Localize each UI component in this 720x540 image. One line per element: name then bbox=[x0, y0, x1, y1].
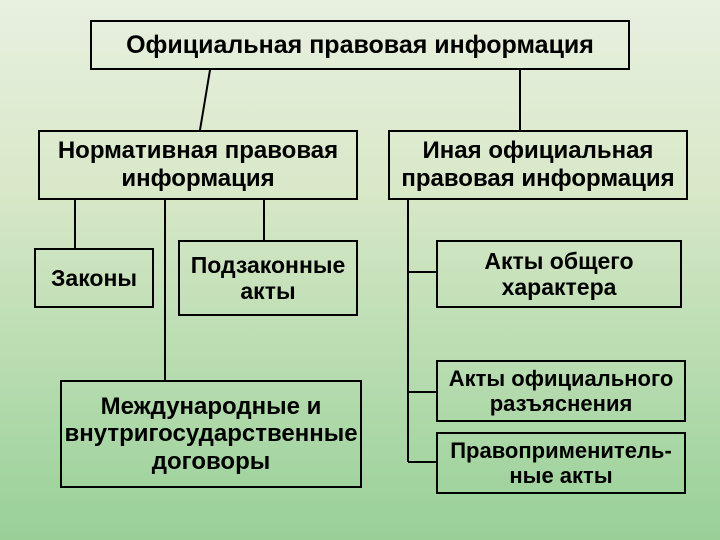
node-root: Официальная правовая информация bbox=[90, 20, 630, 70]
node-intl: Международные и внутригосударственные до… bbox=[60, 380, 362, 488]
node-label: Правоприменитель­ные акты bbox=[444, 438, 678, 489]
node-label: Нормативная правовая информация bbox=[46, 137, 350, 192]
node-label: Акты общего характера bbox=[444, 248, 674, 301]
node-r3: Правоприменитель­ные акты bbox=[436, 432, 686, 494]
node-r2: Акты официального разъяснения bbox=[436, 360, 686, 422]
node-label: Международные и внутригосударственные до… bbox=[64, 393, 357, 476]
node-label: Иная официальная правовая информация bbox=[396, 137, 680, 192]
node-label: Акты официального разъяснения bbox=[444, 366, 678, 417]
node-sub: Подзаконные акты bbox=[178, 240, 358, 316]
node-laws: Законы bbox=[34, 248, 154, 308]
node-label: Официальная правовая информация bbox=[126, 31, 594, 60]
node-label: Законы bbox=[51, 265, 137, 291]
node-left: Нормативная правовая информация bbox=[38, 130, 358, 200]
node-r1: Акты общего характера bbox=[436, 240, 682, 308]
diagram-stage: Официальная правовая информация Норматив… bbox=[0, 0, 720, 540]
node-right: Иная официальная правовая информация bbox=[388, 130, 688, 200]
node-label: Подзаконные акты bbox=[186, 252, 350, 305]
